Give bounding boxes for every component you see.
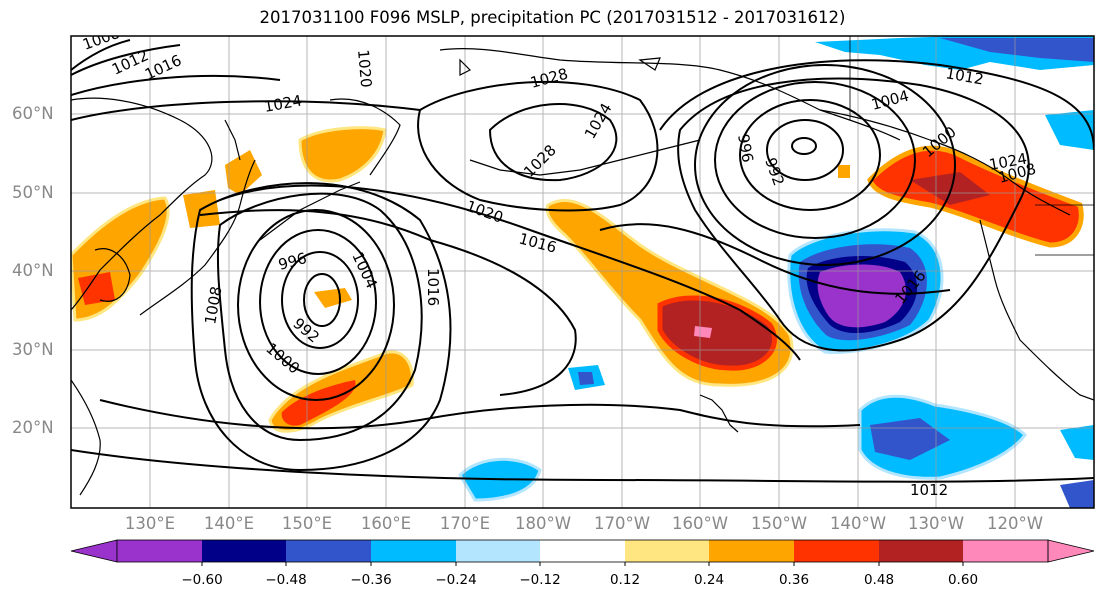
isobars (71, 39, 1094, 483)
lat-label: 50°N (12, 183, 54, 202)
coast-korea (94, 248, 131, 302)
lon-label: 130°E (124, 514, 176, 533)
colorbar-segment (286, 540, 371, 562)
coast-china-south (71, 379, 101, 496)
colorbar-extend-low (70, 539, 118, 563)
colorbar-tick-label: 0.36 (778, 572, 810, 588)
colorbar-tick-label: −0.60 (181, 572, 223, 588)
lon-label: 130°W (907, 514, 965, 533)
colorbar-tick-label: 0.12 (609, 572, 641, 588)
coast-arctic-islands (459, 57, 661, 76)
coast-aleutian (469, 139, 701, 176)
isobar-label: 1020 (354, 49, 375, 89)
neg-small-west-core (578, 372, 594, 385)
isobar-label: 1012 (910, 481, 948, 499)
map-title: 2017031100 F096 MSLP, precipitation PC (… (259, 8, 846, 27)
lat-label: 20°N (12, 418, 54, 437)
neg-south-edge (1060, 425, 1094, 460)
lon-label: 170°E (439, 514, 491, 533)
colorbar-segment (794, 540, 879, 562)
isobar-label: 996 (734, 133, 757, 164)
lat-label: 40°N (12, 261, 54, 280)
colorbar-segment (709, 540, 794, 562)
colorbar-segment (371, 540, 456, 562)
colorbar-tick-label: −0.12 (519, 572, 561, 588)
precipitation-shading (71, 36, 1094, 508)
lon-label: 180°W (514, 514, 572, 533)
colorbar-segment (456, 540, 540, 562)
colorbar-tick-label: −0.36 (350, 572, 392, 588)
colorbar-segment (879, 540, 963, 562)
lon-label: 160°E (360, 514, 412, 533)
lon-label: 160°W (671, 514, 729, 533)
neg-arctic-core (940, 38, 1094, 62)
precip-small-orange (838, 165, 850, 178)
lon-label: 150°W (750, 514, 808, 533)
precip-western-core (281, 380, 356, 426)
lon-label: 140°E (203, 514, 255, 533)
coast-japan (139, 159, 256, 316)
coast-kuril (259, 181, 361, 241)
precip-japan-sea (298, 126, 387, 183)
precip-china-core (78, 272, 115, 305)
colorbar-tick-label: −0.48 (265, 572, 307, 588)
coastlines (71, 48, 1094, 496)
colorbar-segment (202, 540, 286, 562)
neg-southeast (1060, 480, 1094, 508)
coast-alaska-gulf (819, 109, 1071, 216)
precip-low-center (314, 288, 352, 308)
neg-anomaly-core (817, 264, 906, 328)
lon-label: 140°W (829, 514, 887, 533)
colorbar-segment (540, 540, 625, 562)
coast-hawaii (699, 394, 739, 433)
neg-right-edge (1045, 110, 1094, 150)
colorbar-tick-label: 0.60 (947, 572, 979, 588)
coast-sakhalin (224, 119, 241, 161)
coast-asia (71, 97, 213, 311)
colorbar-extend-high (1047, 539, 1095, 563)
colorbar-tick-label: −0.24 (435, 572, 477, 588)
map-frame (70, 35, 1095, 509)
lon-label: 150°E (281, 514, 333, 533)
colorbar-frame (116, 539, 1049, 563)
lon-label: 120°W (986, 514, 1044, 533)
coast-na-west (979, 219, 1094, 401)
isobar-label: 1016 (424, 268, 442, 306)
lon-label: 170°W (593, 514, 651, 533)
colorbar-segment (117, 540, 202, 562)
coast-alaska (439, 48, 901, 141)
colorbar (70, 539, 1095, 566)
colorbar-tick-label: 0.48 (863, 572, 895, 588)
colorbar-tick-label: 0.24 (693, 572, 725, 588)
coast-kamchatka (329, 98, 401, 176)
precip-japan-north (225, 150, 262, 195)
lat-label: 60°N (12, 104, 54, 123)
colorbar-segment (963, 540, 1048, 562)
precip-peak-central-pacific (694, 326, 712, 338)
lat-label: 30°N (12, 340, 54, 359)
colorbar-segment (625, 540, 709, 562)
precip-gulf-core (910, 172, 990, 205)
